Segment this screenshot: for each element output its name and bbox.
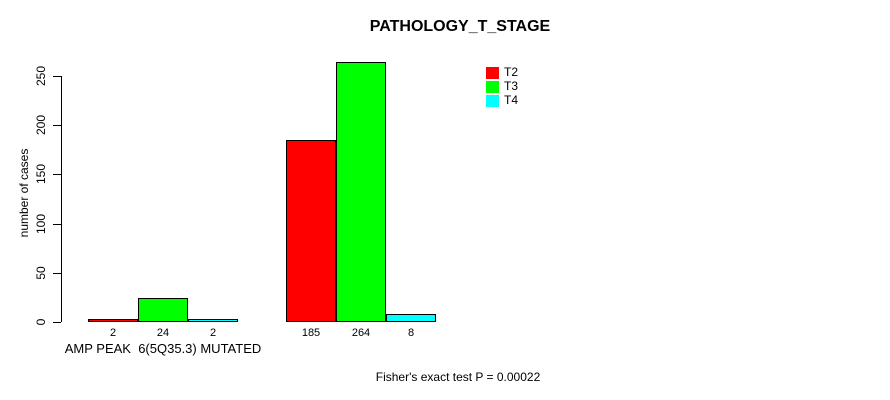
bar-value-label: 2 (109, 327, 117, 339)
bar-value-label: 2 (209, 327, 217, 339)
y-axis-line (61, 76, 62, 322)
y-tick (53, 322, 61, 323)
y-axis-label: number of cases (17, 148, 31, 238)
y-tick-label: 50 (34, 266, 48, 280)
bar-value-label: 8 (407, 327, 415, 339)
bar-t3-group2 (336, 62, 386, 322)
bar-t3-group1 (138, 298, 188, 322)
y-tick (53, 76, 61, 77)
legend-item-t2: T2 (486, 66, 518, 79)
y-tick (53, 125, 61, 127)
bar-t2-group2 (286, 140, 336, 322)
group-label: AMP PEAK 6(5Q35.3) MUTATED (64, 341, 262, 356)
y-tick-label: 250 (34, 65, 48, 87)
y-tick-label: 0 (34, 318, 48, 326)
legend-item-t4: T4 (486, 94, 518, 107)
y-tick-label: 100 (34, 213, 48, 234)
chart-title: PATHOLOGY_T_STAGE (369, 18, 551, 35)
bar-value-label: 264 (351, 327, 371, 339)
legend-swatch-icon (486, 80, 499, 93)
y-tick (53, 272, 61, 274)
legend-swatch-icon (486, 66, 499, 79)
legend-label: T4 (504, 93, 519, 107)
y-tick-label: 150 (34, 164, 48, 185)
y-tick (53, 174, 61, 176)
legend: T2 T3 T4 (486, 66, 518, 108)
legend-item-t3: T3 (486, 80, 518, 93)
y-tick-label: 200 (34, 115, 48, 136)
bar-t2-group1 (88, 319, 138, 322)
legend-swatch-icon (486, 94, 499, 107)
bar-t4-group1 (188, 319, 238, 322)
bar-t4-group2 (386, 314, 436, 322)
bar-value-label: 185 (301, 327, 321, 339)
legend-label: T3 (504, 79, 519, 93)
fisher-test-annotation: Fisher's exact test P = 0.00022 (375, 370, 541, 384)
bar-value-label: 24 (156, 327, 170, 339)
legend-label: T2 (504, 65, 519, 79)
y-tick (53, 223, 61, 225)
